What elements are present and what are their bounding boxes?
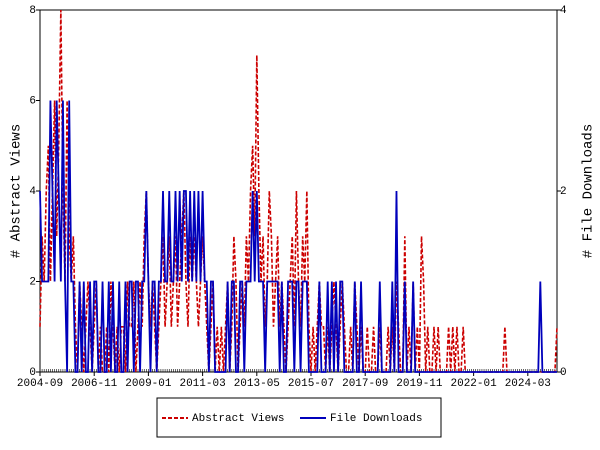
y-tick-label: 0 xyxy=(29,367,36,379)
y-tick-label: 2 xyxy=(29,276,36,288)
y2-tick-label: 0 xyxy=(560,367,567,379)
y2-tick-label: 2 xyxy=(560,186,567,198)
y-tick-label: 6 xyxy=(29,95,36,107)
x-tick-label: 2022-01 xyxy=(451,378,498,390)
x-tick-label: 2009-01 xyxy=(125,378,172,390)
series-line xyxy=(39,100,557,373)
legend-label: File Downloads xyxy=(330,413,422,425)
y-axis-title: # Abstract Views xyxy=(9,124,25,258)
x-tick-label: 2011-03 xyxy=(179,378,225,390)
y-tick-label: 8 xyxy=(29,5,36,17)
x-tick-label: 2024-03 xyxy=(505,378,551,390)
y2-axis-title: # File Downloads xyxy=(581,124,597,258)
x-tick-label: 2015-07 xyxy=(288,378,334,390)
y2-tick-label: 4 xyxy=(560,5,567,17)
x-tick-label: 2013-05 xyxy=(234,378,280,390)
x-tick-label: 2004-09 xyxy=(17,378,63,390)
x-tick-label: 2017-09 xyxy=(342,378,388,390)
y-tick-label: 4 xyxy=(29,186,36,198)
legend-box xyxy=(156,397,442,438)
x-tick-label: 2006-11 xyxy=(71,378,118,390)
legend-label: Abstract Views xyxy=(192,413,284,425)
x-tick-label: 2019-11 xyxy=(396,378,443,390)
